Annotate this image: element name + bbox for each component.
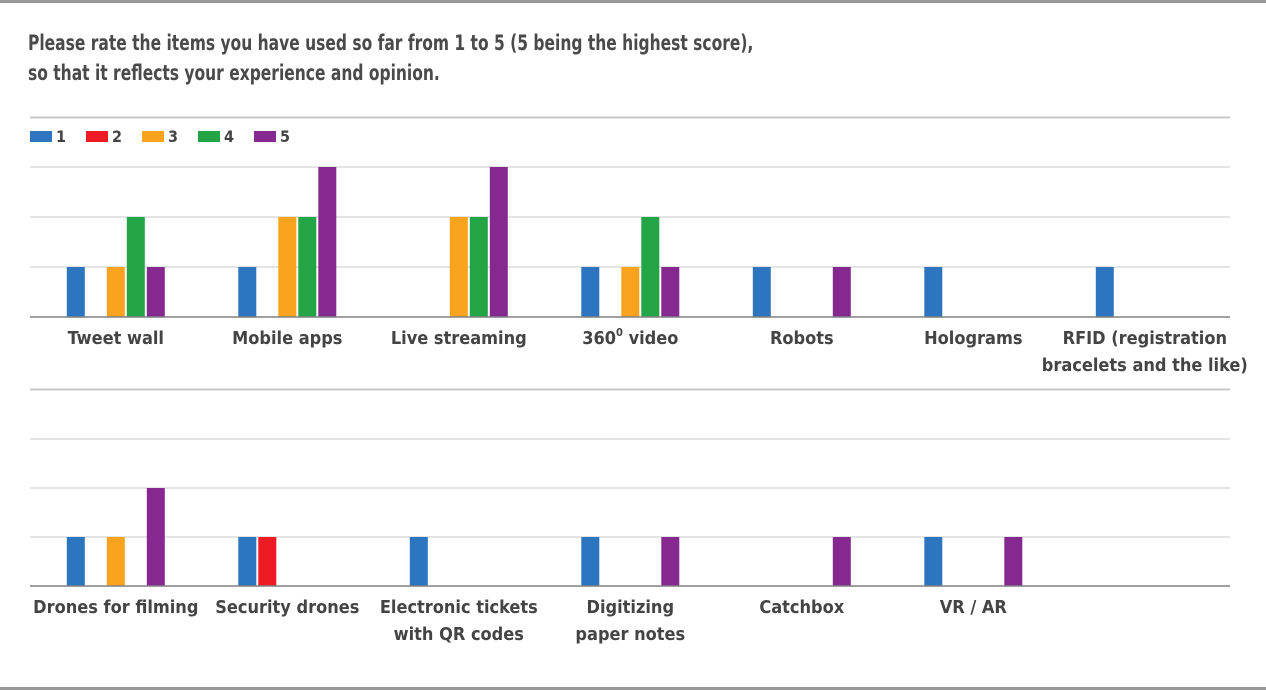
bar-2-6-rating-1	[924, 537, 943, 586]
bar-1-1-rating-3	[106, 267, 125, 317]
bar-1-1-rating-5	[146, 267, 165, 317]
bar-2-2-rating-1	[238, 537, 257, 586]
category-label: Drones for filming	[33, 597, 198, 618]
bar-1-3-rating-3	[449, 217, 468, 317]
category-label: Catchbox	[759, 597, 844, 618]
top-border	[0, 0, 1266, 3]
bar-2-3-rating-1	[409, 537, 428, 586]
bar-2-6-rating-5	[1004, 537, 1023, 586]
bar-2-2-rating-2	[258, 537, 277, 586]
bar-1-4-rating-5	[661, 267, 680, 317]
legend-swatch-5	[254, 131, 276, 142]
category-label: RFID (registration	[1063, 328, 1227, 349]
bar-1-2-rating-1	[238, 267, 257, 317]
title-line-1: Please rate the items you have used so f…	[28, 31, 754, 55]
bar-2-1-rating-1	[66, 537, 85, 586]
bar-1-2-rating-5	[318, 167, 337, 317]
legend-label-1: 1	[56, 127, 66, 146]
category-label: Robots	[770, 328, 834, 349]
bar-1-6-rating-1	[924, 267, 943, 317]
legend-label-3: 3	[168, 127, 178, 146]
category-label: Electronic tickets	[380, 597, 538, 618]
category-label: with QR codes	[394, 624, 524, 645]
legend-label-2: 2	[112, 127, 122, 146]
legend-label-4: 4	[224, 127, 234, 146]
bar-2-5-rating-5	[832, 537, 851, 586]
bar-2-1-rating-5	[146, 488, 165, 586]
bar-1-7-rating-1	[1095, 267, 1114, 317]
legend-swatch-1	[30, 131, 52, 142]
bar-1-1-rating-4	[126, 217, 145, 317]
category-label: Mobile apps	[232, 328, 342, 349]
category-label: paper notes	[575, 624, 685, 645]
bar-2-1-rating-3	[106, 537, 125, 586]
bar-1-3-rating-4	[469, 217, 488, 317]
title-line-2: so that it reflects your experience and …	[28, 61, 440, 85]
bar-1-1-rating-1	[66, 267, 85, 317]
legend-label-5: 5	[280, 127, 290, 146]
legend-swatch-3	[142, 131, 164, 142]
category-label: Holograms	[924, 328, 1022, 349]
category-label: 3600 video	[582, 326, 678, 349]
category-label: VR / AR	[940, 597, 1008, 618]
bar-1-4-rating-3	[621, 267, 640, 317]
bar-1-5-rating-5	[832, 267, 851, 317]
bar-1-3-rating-5	[489, 167, 508, 317]
bar-2-4-rating-1	[581, 537, 600, 586]
category-label: Security drones	[215, 597, 359, 618]
bar-1-5-rating-1	[752, 267, 771, 317]
chart-title: Please rate the items you have used so f…	[28, 28, 848, 88]
bar-2-4-rating-5	[661, 537, 680, 586]
bar-1-4-rating-1	[581, 267, 600, 317]
legend-swatch-2	[86, 131, 108, 142]
category-label: Live streaming	[391, 328, 527, 349]
category-label: Digitizing	[587, 597, 675, 618]
legend-swatch-4	[198, 131, 220, 142]
bar-1-2-rating-4	[298, 217, 317, 317]
category-label: Tweet wall	[68, 328, 164, 349]
bar-1-4-rating-4	[641, 217, 660, 317]
category-label: bracelets and the like)	[1042, 355, 1248, 376]
bottom-border	[0, 687, 1266, 690]
bar-1-2-rating-3	[278, 217, 297, 317]
